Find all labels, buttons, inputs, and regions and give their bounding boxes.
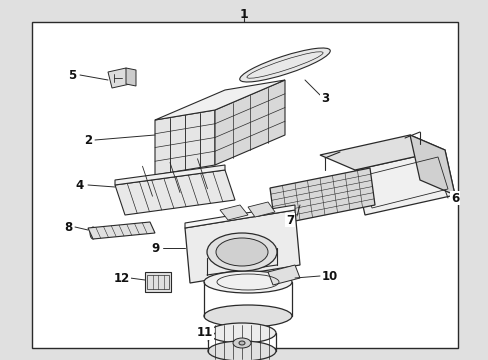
Polygon shape [267,265,299,285]
Ellipse shape [239,341,244,345]
Text: 10: 10 [321,270,337,283]
Text: 7: 7 [285,213,293,226]
Polygon shape [409,135,454,195]
Polygon shape [220,205,247,220]
Text: 11: 11 [197,327,213,339]
Polygon shape [184,205,294,228]
Polygon shape [155,110,215,175]
Polygon shape [184,210,299,283]
Text: 5: 5 [68,68,76,81]
Polygon shape [88,222,155,239]
Ellipse shape [203,271,291,293]
Bar [32,22,457,348]
Ellipse shape [207,341,275,360]
Text: 12: 12 [114,271,130,284]
Polygon shape [247,202,274,217]
Text: 2: 2 [84,134,92,147]
Text: 8: 8 [64,220,72,234]
Ellipse shape [203,305,291,327]
Text: 9: 9 [151,242,159,255]
Text: 3: 3 [320,91,328,104]
Ellipse shape [239,48,329,82]
Polygon shape [155,80,285,120]
Polygon shape [115,170,235,215]
Polygon shape [354,150,454,215]
Text: 1: 1 [239,8,248,21]
Polygon shape [215,80,285,165]
Polygon shape [145,272,171,292]
Ellipse shape [207,323,275,343]
Polygon shape [126,68,136,86]
Polygon shape [319,135,444,170]
Ellipse shape [206,233,276,271]
Ellipse shape [232,338,250,348]
Text: 6: 6 [450,192,458,204]
Polygon shape [269,168,374,225]
Text: 4: 4 [76,179,84,192]
Ellipse shape [216,238,267,266]
Polygon shape [108,68,130,88]
Polygon shape [115,165,224,185]
Ellipse shape [90,227,96,239]
